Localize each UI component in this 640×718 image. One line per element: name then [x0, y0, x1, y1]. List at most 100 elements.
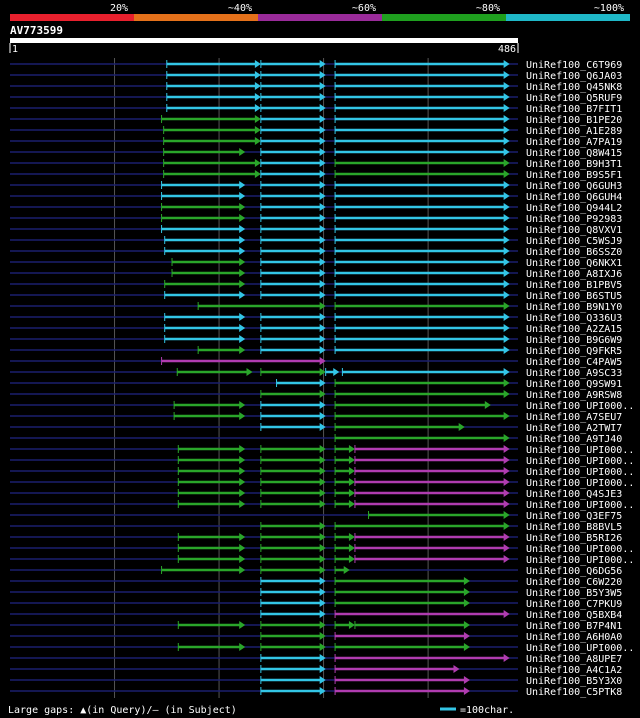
hit-label[interactable]: UniRef100_A9SC33	[526, 368, 622, 379]
hit-label[interactable]: UniRef100_C4PAW5	[526, 357, 622, 368]
hit-label[interactable]: UniRef100_A8IXJ6	[526, 269, 622, 280]
hit-end-arrow	[239, 467, 246, 475]
hit-label[interactable]: UniRef100_B9G6W9	[526, 335, 622, 346]
hit-label[interactable]: UniRef100_UPI000..	[526, 478, 634, 489]
hit-label[interactable]: UniRef100_B9N1Y0	[526, 302, 622, 313]
hit-label[interactable]: UniRef100_A7PA19	[526, 137, 622, 148]
hit-label[interactable]: UniRef100_UPI000..	[526, 500, 634, 511]
hit-end-arrow	[254, 71, 261, 79]
hit-label[interactable]: UniRef100_B1PBV5	[526, 280, 622, 291]
hit-end-arrow	[503, 214, 510, 222]
hit-label[interactable]: UniRef100_UPI000..	[526, 555, 634, 566]
hit-label[interactable]: UniRef100_UPI000..	[526, 445, 634, 456]
hit-label[interactable]: UniRef100_B6SSZ0	[526, 247, 622, 258]
hit-label[interactable]: UniRef100_B1PE20	[526, 115, 622, 126]
hit-label[interactable]: UniRef100_B7FIT1	[526, 104, 622, 115]
hit-label[interactable]: UniRef100_Q6DG56	[526, 566, 622, 577]
hit-label[interactable]: UniRef100_A9TJ40	[526, 434, 622, 445]
hit-end-arrow	[239, 280, 246, 288]
hit-label[interactable]: UniRef100_B6STU5	[526, 291, 622, 302]
hit-label[interactable]: UniRef100_B5Y3X0	[526, 676, 622, 687]
hit-end-arrow	[239, 148, 246, 156]
hit-label[interactable]: UniRef100_Q6NKX1	[526, 258, 622, 269]
hit-label[interactable]: UniRef100_Q8VXV1	[526, 225, 622, 236]
hit-label[interactable]: UniRef100_Q6JA03	[526, 71, 622, 82]
hit-end-arrow	[503, 159, 510, 167]
hit-end-arrow	[333, 368, 340, 376]
hit-end-arrow	[503, 522, 510, 530]
hit-end-arrow	[503, 324, 510, 332]
hit-end-arrow	[319, 181, 326, 189]
hit-label[interactable]: UniRef100_A8UPE7	[526, 654, 622, 665]
hit-end-arrow	[319, 577, 326, 585]
hit-label[interactable]: UniRef100_C5PTK8	[526, 687, 622, 698]
hit-end-arrow	[319, 291, 326, 299]
hit-label[interactable]: UniRef100_B9S5F1	[526, 170, 622, 181]
hit-label[interactable]: UniRef100_A4C1A2	[526, 665, 622, 676]
legend-band-5	[506, 14, 630, 21]
hit-end-arrow	[503, 412, 510, 420]
hit-label[interactable]: UniRef100_B9H3T1	[526, 159, 622, 170]
hit-end-arrow	[319, 346, 326, 354]
hit-label[interactable]: UniRef100_Q4SJE3	[526, 489, 622, 500]
hit-label[interactable]: UniRef100_Q336U3	[526, 313, 622, 324]
hit-label[interactable]: UniRef100_C5WSJ9	[526, 236, 622, 247]
hit-label[interactable]: UniRef100_Q5RUF9	[526, 93, 622, 104]
hit-end-arrow	[348, 533, 355, 541]
hit-end-arrow	[319, 71, 326, 79]
hit-end-arrow	[319, 236, 326, 244]
hit-end-arrow	[319, 104, 326, 112]
hit-end-arrow	[319, 566, 326, 574]
hit-label[interactable]: UniRef100_Q944L2	[526, 203, 622, 214]
hit-label[interactable]: UniRef100_B5Y3W5	[526, 588, 622, 599]
hit-label[interactable]: UniRef100_UPI000..	[526, 401, 634, 412]
hit-end-arrow	[239, 214, 246, 222]
hit-label[interactable]: UniRef100_A2ZA15	[526, 324, 622, 335]
hit-label[interactable]: UniRef100_B8BVL5	[526, 522, 622, 533]
hit-label[interactable]: UniRef100_Q45NK8	[526, 82, 622, 93]
hit-label[interactable]: UniRef100_Q6GUH4	[526, 192, 622, 203]
hit-label[interactable]: UniRef100_Q9SW91	[526, 379, 622, 390]
hit-end-arrow	[503, 181, 510, 189]
hit-label[interactable]: UniRef100_A6H0A0	[526, 632, 622, 643]
hit-end-arrow	[503, 335, 510, 343]
legend-band-4	[382, 14, 506, 21]
hit-label[interactable]: UniRef100_A7SEU7	[526, 412, 622, 423]
hit-label[interactable]: UniRef100_C6W220	[526, 577, 622, 588]
hit-label[interactable]: UniRef100_UPI000..	[526, 467, 634, 478]
hit-label[interactable]: UniRef100_UPI000..	[526, 643, 634, 654]
hit-end-arrow	[503, 115, 510, 123]
hit-end-arrow	[503, 368, 510, 376]
query-bar	[10, 38, 518, 43]
hit-end-arrow	[319, 489, 326, 497]
hit-label[interactable]: UniRef100_P92983	[526, 214, 622, 225]
hit-label[interactable]: UniRef100_Q6GUH3	[526, 181, 622, 192]
hit-label[interactable]: UniRef100_Q5BXB4	[526, 610, 622, 621]
hit-end-arrow	[319, 588, 326, 596]
hit-end-arrow	[239, 566, 246, 574]
hit-end-arrow	[239, 456, 246, 464]
hit-end-arrow	[239, 643, 246, 651]
hit-label[interactable]: UniRef100_A2TWI7	[526, 423, 622, 434]
hit-end-arrow	[254, 170, 261, 178]
hit-label[interactable]: UniRef100_C7PKU9	[526, 599, 622, 610]
hit-label[interactable]: UniRef100_Q3EF75	[526, 511, 622, 522]
hit-end-arrow	[319, 82, 326, 90]
hit-label[interactable]: UniRef100_B5RI26	[526, 533, 622, 544]
hit-end-arrow	[319, 533, 326, 541]
hit-label[interactable]: UniRef100_B7P4N1	[526, 621, 622, 632]
hit-end-arrow	[239, 258, 246, 266]
hit-label[interactable]: UniRef100_Q9FKR5	[526, 346, 622, 357]
hit-end-arrow	[503, 555, 510, 563]
hit-label[interactable]: UniRef100_C6T969	[526, 60, 622, 71]
hit-end-arrow	[503, 137, 510, 145]
hit-end-arrow	[319, 302, 326, 310]
hit-end-arrow	[254, 115, 261, 123]
hit-label[interactable]: UniRef100_UPI000..	[526, 544, 634, 555]
hit-label[interactable]: UniRef100_UPI000..	[526, 456, 634, 467]
hit-label[interactable]: UniRef100_A9RSW8	[526, 390, 622, 401]
hit-label[interactable]: UniRef100_Q8W415	[526, 148, 622, 159]
hit-label[interactable]: UniRef100_A1E289	[526, 126, 622, 137]
hit-end-arrow	[319, 621, 326, 629]
